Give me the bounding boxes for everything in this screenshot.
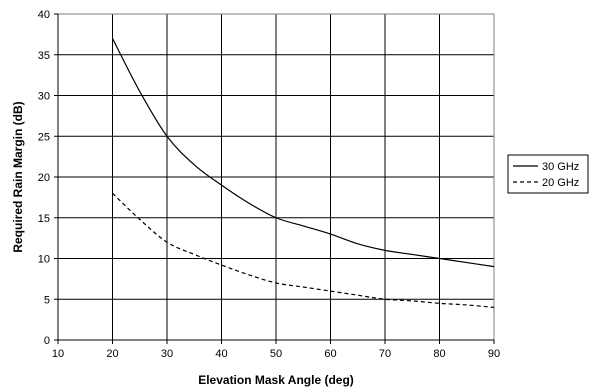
x-tick-label: 80 [433, 348, 445, 360]
y-tick-label: 0 [44, 335, 50, 347]
x-tick-label: 60 [324, 348, 336, 360]
legend-box [507, 154, 589, 194]
series-line-20-ghz [112, 192, 495, 308]
legend: 30 GHz 20 GHz [507, 154, 589, 194]
y-tick-label: 20 [38, 172, 50, 184]
x-tick-label: 50 [270, 348, 282, 360]
x-tick-label: 70 [379, 348, 391, 360]
legend-entries: 30 GHz 20 GHz [513, 161, 579, 189]
x-tick-label: 40 [215, 348, 227, 360]
y-axis-title: Required Rain Margin (dB) [11, 101, 25, 252]
x-tick-label: 30 [161, 348, 173, 360]
x-tick-label: 20 [106, 348, 118, 360]
axes: 0 5 10 15 20 25 30 35 40 10 20 30 40 50 60 70 80 90 [38, 9, 500, 360]
series-line-30-ghz [111, 38, 495, 268]
x-axis-title: Elevation Mask Angle (deg) [198, 373, 354, 387]
series [111, 38, 495, 308]
y-tick-label: 40 [38, 9, 50, 21]
y-tick-label: 5 [44, 294, 50, 306]
y-tick-label: 10 [38, 254, 50, 266]
y-tick-label: 15 [38, 213, 50, 225]
y-tick-label: 25 [38, 131, 50, 143]
y-tick-label: 30 [38, 91, 50, 103]
y-tick-label: 35 [38, 50, 50, 62]
legend-label: 30 GHz [542, 161, 579, 173]
x-tick-label: 90 [488, 348, 500, 360]
legend-label: 20 GHz [542, 177, 579, 189]
x-tick-label: 10 [52, 348, 64, 360]
